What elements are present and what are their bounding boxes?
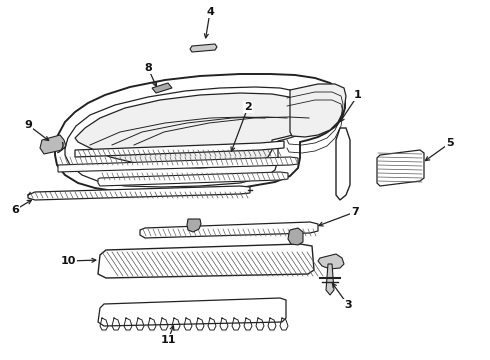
Polygon shape <box>98 298 286 326</box>
Polygon shape <box>152 83 172 93</box>
Text: 1: 1 <box>354 90 362 100</box>
Polygon shape <box>190 44 217 52</box>
Text: 3: 3 <box>344 300 352 310</box>
Text: 9: 9 <box>24 120 32 130</box>
Polygon shape <box>288 228 303 245</box>
Text: 10: 10 <box>60 256 75 266</box>
Polygon shape <box>98 244 314 278</box>
Polygon shape <box>187 219 201 232</box>
Polygon shape <box>75 141 284 157</box>
Text: 2: 2 <box>244 102 252 112</box>
Polygon shape <box>336 128 350 200</box>
Text: 5: 5 <box>446 138 454 148</box>
Polygon shape <box>28 186 250 200</box>
Polygon shape <box>290 84 346 137</box>
Polygon shape <box>40 135 66 154</box>
Text: 4: 4 <box>206 7 214 17</box>
Polygon shape <box>98 172 288 186</box>
Polygon shape <box>58 157 298 172</box>
Text: 8: 8 <box>144 63 152 73</box>
Polygon shape <box>377 150 424 186</box>
Polygon shape <box>75 93 314 168</box>
Text: 11: 11 <box>160 335 176 345</box>
Polygon shape <box>318 254 344 269</box>
Polygon shape <box>140 222 318 238</box>
Text: 7: 7 <box>351 207 359 217</box>
Polygon shape <box>326 264 334 295</box>
Text: 6: 6 <box>11 205 19 215</box>
Polygon shape <box>55 74 345 193</box>
